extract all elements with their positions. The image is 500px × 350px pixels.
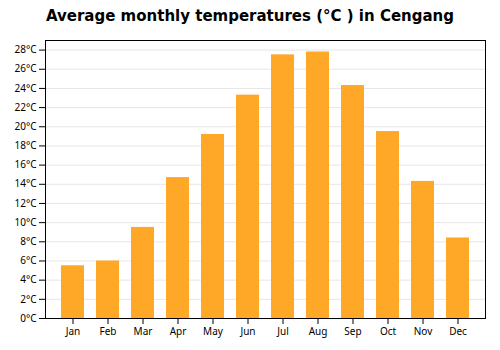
svg-text:Nov: Nov: [414, 324, 433, 338]
svg-text:Mar: Mar: [134, 324, 153, 338]
svg-text:28°C: 28°C: [14, 42, 37, 56]
svg-text:4°C: 4°C: [20, 272, 37, 286]
svg-text:18°C: 18°C: [14, 138, 37, 152]
svg-text:Apr: Apr: [170, 324, 187, 338]
svg-text:Dec: Dec: [449, 324, 467, 338]
svg-text:16°C: 16°C: [14, 157, 37, 171]
svg-text:12°C: 12°C: [14, 196, 37, 210]
svg-text:Jun: Jun: [239, 324, 255, 338]
svg-text:Aug: Aug: [309, 324, 328, 338]
svg-text:Oct: Oct: [380, 324, 397, 338]
svg-text:10°C: 10°C: [14, 215, 37, 229]
svg-text:Jan: Jan: [65, 324, 81, 338]
svg-text:2°C: 2°C: [20, 292, 37, 306]
svg-text:14°C: 14°C: [14, 176, 37, 190]
svg-text:May: May: [203, 324, 224, 338]
svg-text:Sep: Sep: [344, 324, 361, 338]
svg-text:24°C: 24°C: [14, 81, 37, 95]
svg-text:6°C: 6°C: [20, 253, 37, 267]
svg-text:20°C: 20°C: [14, 119, 37, 133]
svg-text:22°C: 22°C: [14, 100, 37, 114]
svg-text:Jul: Jul: [276, 324, 289, 338]
svg-text:0°C: 0°C: [20, 311, 37, 325]
svg-text:Feb: Feb: [100, 324, 117, 338]
html-text:Average monthly temperatures (: Average monthly temperatures (°C ) in Ce…: [45, 7, 454, 25]
svg-text:8°C: 8°C: [20, 234, 37, 248]
svg-text:26°C: 26°C: [14, 61, 37, 75]
